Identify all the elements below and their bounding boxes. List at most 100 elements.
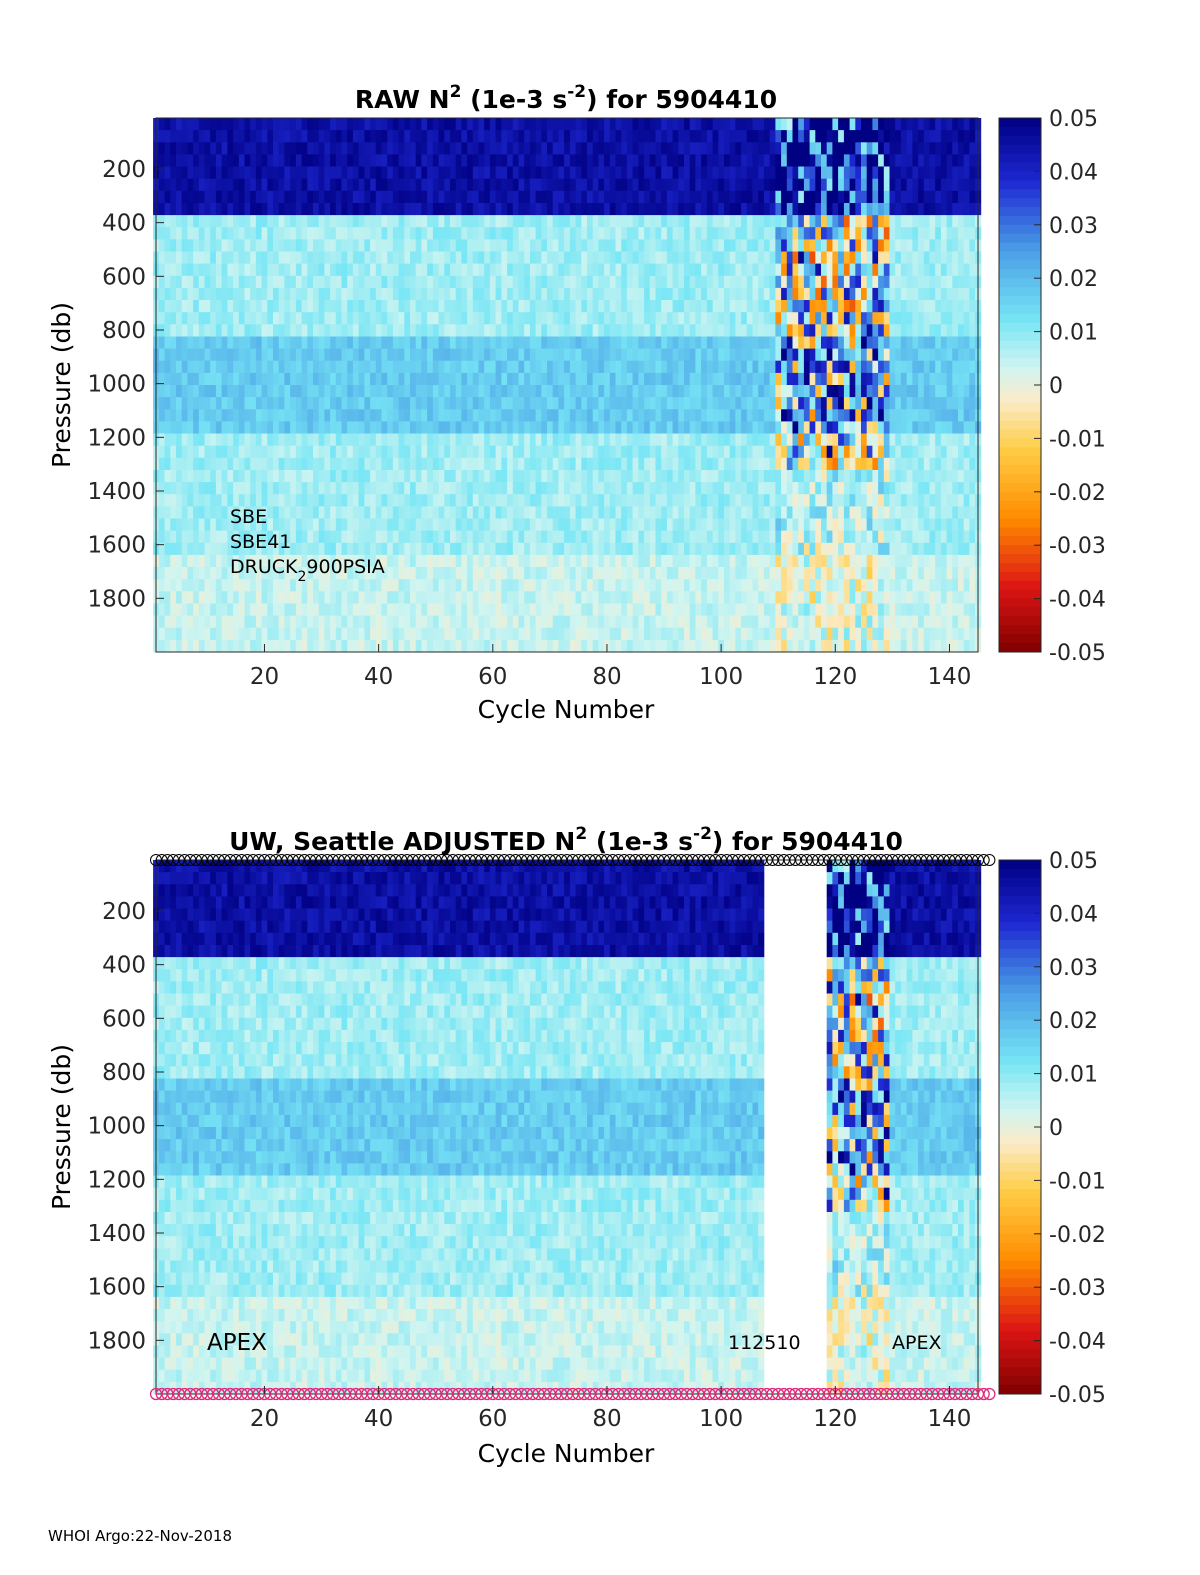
heatmap-cell xyxy=(524,239,531,252)
heatmap-cell xyxy=(415,312,422,325)
heatmap-cell xyxy=(284,567,291,580)
heatmap-cell xyxy=(792,567,799,580)
heatmap-cell xyxy=(758,445,765,459)
heatmap-cell xyxy=(307,360,314,374)
heatmap-cell xyxy=(638,251,645,264)
heatmap-cell xyxy=(410,275,417,289)
heatmap-cell xyxy=(781,336,788,349)
heatmap-cell xyxy=(358,287,365,301)
heatmap-cell xyxy=(678,215,685,228)
heatmap-cell xyxy=(644,287,651,301)
heatmap-cell xyxy=(415,227,422,240)
heatmap-cell xyxy=(529,518,536,531)
heatmap-cell xyxy=(529,118,536,131)
heatmap-cell xyxy=(529,275,536,289)
heatmap-cell xyxy=(552,385,559,398)
heatmap-cell xyxy=(301,639,308,653)
heatmap-cell xyxy=(204,542,211,556)
heatmap-cell xyxy=(238,154,245,167)
heatmap-cell xyxy=(684,518,691,531)
heatmap-cell xyxy=(781,627,788,641)
heatmap-cell xyxy=(478,494,485,507)
heatmap-cell xyxy=(432,275,439,289)
heatmap-cell xyxy=(712,627,719,641)
heatmap-cell xyxy=(689,591,696,604)
heatmap-cell xyxy=(678,142,685,155)
heatmap-cell xyxy=(512,530,519,544)
heatmap-cell xyxy=(758,142,765,155)
heatmap-cell xyxy=(655,287,662,301)
heatmap-cell xyxy=(758,372,765,386)
heatmap-cell xyxy=(638,421,645,434)
heatmap-cell xyxy=(512,506,519,519)
heatmap-cell xyxy=(524,579,531,592)
heatmap-cell xyxy=(501,506,508,519)
heatmap-cell xyxy=(438,397,445,410)
heatmap-cell xyxy=(255,190,262,204)
heatmap-cell xyxy=(410,397,417,410)
heatmap-cell xyxy=(518,203,525,216)
heatmap-cell xyxy=(370,542,377,556)
heatmap-cell xyxy=(592,542,599,556)
heatmap-cell xyxy=(318,300,325,313)
heatmap-cell xyxy=(438,433,445,446)
heatmap-cell xyxy=(335,482,342,495)
heatmap-cell xyxy=(387,591,394,604)
heatmap-cell xyxy=(330,397,337,410)
heatmap-cell xyxy=(187,275,194,289)
heatmap-cell xyxy=(695,530,702,544)
heatmap-cell xyxy=(489,615,496,629)
heatmap-cell xyxy=(450,166,457,179)
heatmap-cell xyxy=(176,239,183,252)
heatmap-cell xyxy=(575,336,582,349)
heatmap-cell xyxy=(181,215,188,228)
heatmap-cell xyxy=(535,239,542,252)
heatmap-cell xyxy=(204,203,211,216)
heatmap-cell xyxy=(295,567,302,580)
heatmap-cell xyxy=(644,360,651,374)
heatmap-cell xyxy=(210,227,217,240)
heatmap-cell xyxy=(501,554,508,568)
heatmap-cell xyxy=(370,372,377,386)
heatmap-cell xyxy=(775,300,782,313)
heatmap-cell xyxy=(375,239,382,252)
heatmap-cell xyxy=(529,287,536,301)
heatmap-cell xyxy=(741,203,748,216)
heatmap-cell xyxy=(775,530,782,544)
heatmap-cell xyxy=(301,227,308,240)
heatmap-cell xyxy=(626,275,633,289)
heatmap-cell xyxy=(712,178,719,192)
heatmap-cell xyxy=(501,627,508,641)
heatmap-cell xyxy=(438,312,445,325)
heatmap-cell xyxy=(370,433,377,446)
heatmap-cell xyxy=(575,567,582,580)
heatmap-cell xyxy=(792,251,799,264)
heatmap-cell xyxy=(547,494,554,507)
heatmap-cell xyxy=(661,494,668,507)
heatmap-cell xyxy=(724,542,731,556)
heatmap-cell xyxy=(318,118,325,131)
heatmap-cell xyxy=(524,336,531,349)
heatmap-cell xyxy=(529,603,536,616)
heatmap-cell xyxy=(250,627,257,641)
heatmap-cell xyxy=(672,567,679,580)
heatmap-cell xyxy=(450,615,457,629)
heatmap-cell xyxy=(278,639,285,653)
heatmap-cell xyxy=(335,567,342,580)
heatmap-cell xyxy=(164,227,171,240)
heatmap-cell xyxy=(649,227,656,240)
heatmap-cell xyxy=(781,203,788,216)
heatmap-cell xyxy=(695,603,702,616)
heatmap-cell xyxy=(569,554,576,568)
heatmap-cell xyxy=(204,591,211,604)
heatmap-cell xyxy=(632,324,639,337)
heatmap-cell xyxy=(575,348,582,362)
heatmap-cell xyxy=(689,506,696,519)
heatmap-cell xyxy=(267,530,274,544)
heatmap-cell xyxy=(706,287,713,301)
heatmap-cell xyxy=(604,239,611,252)
heatmap-cell xyxy=(518,263,525,277)
heatmap-cell xyxy=(609,130,616,143)
heatmap-cell xyxy=(273,336,280,349)
heatmap-cell xyxy=(649,263,656,277)
